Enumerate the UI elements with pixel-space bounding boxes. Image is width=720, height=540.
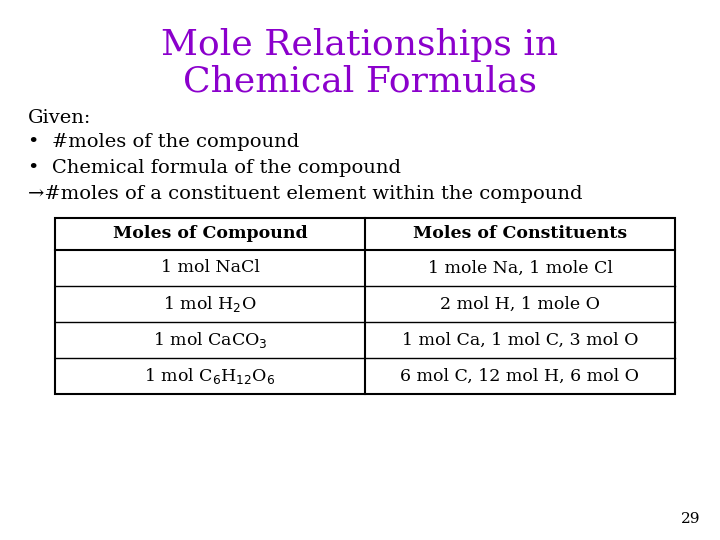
Text: 1 mol CaCO$_3$: 1 mol CaCO$_3$ [153,330,267,350]
Text: 2 mol H, 1 mole O: 2 mol H, 1 mole O [440,295,600,313]
Text: Mole Relationships in: Mole Relationships in [161,28,559,62]
Bar [55,218,675,394]
Text: Chemical Formulas: Chemical Formulas [183,65,537,99]
Text: •  Chemical formula of the compound: • Chemical formula of the compound [28,159,401,177]
Text: 1 mole Na, 1 mole Cl: 1 mole Na, 1 mole Cl [428,260,613,276]
Text: 1 mol H$_2$O: 1 mol H$_2$O [163,294,257,314]
Text: →#moles of a constituent element within the compound: →#moles of a constituent element within … [28,185,582,203]
Text: 1 mol Ca, 1 mol C, 3 mol O: 1 mol Ca, 1 mol C, 3 mol O [402,332,638,348]
Text: 1 mol NaCl: 1 mol NaCl [161,260,259,276]
Text: 6 mol C, 12 mol H, 6 mol O: 6 mol C, 12 mol H, 6 mol O [400,368,639,384]
Text: 29: 29 [680,512,700,526]
Text: Moles of Compound: Moles of Compound [113,226,307,242]
Text: •  #moles of the compound: • #moles of the compound [28,133,300,151]
Text: Given:: Given: [28,109,91,127]
Text: Moles of Constituents: Moles of Constituents [413,226,627,242]
Text: 1 mol C$_6$H$_{12}$O$_6$: 1 mol C$_6$H$_{12}$O$_6$ [145,366,276,386]
